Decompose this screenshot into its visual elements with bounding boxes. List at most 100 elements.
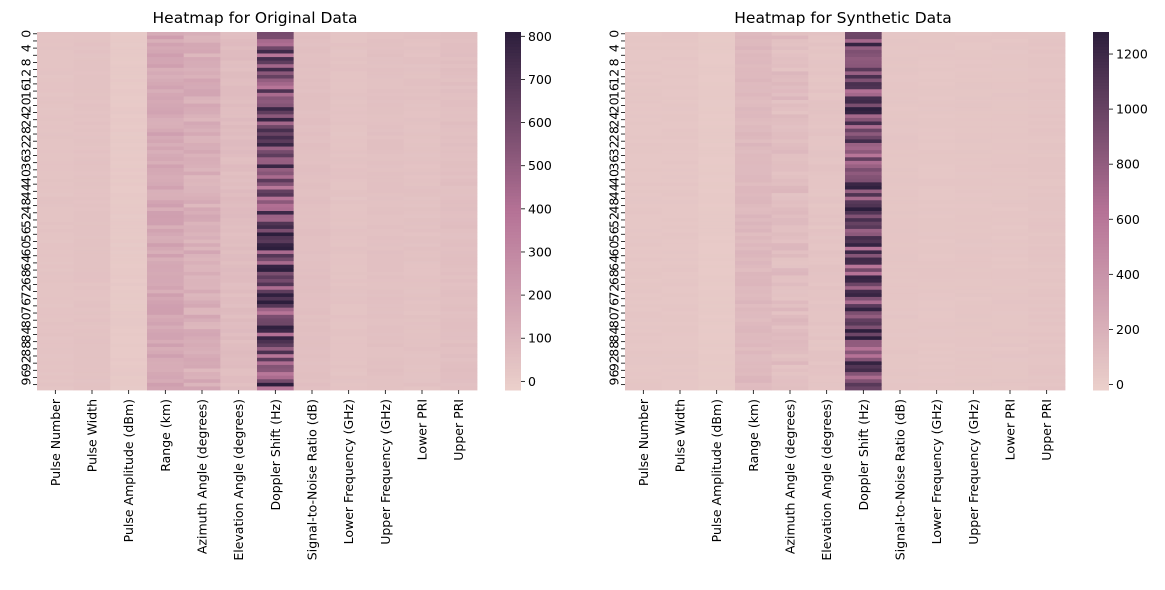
heatmap-cell: [330, 361, 368, 366]
heatmap-cell: [293, 85, 331, 90]
heatmap-cell: [330, 189, 368, 194]
heatmap-cell: [220, 100, 258, 104]
heatmap-cell: [367, 379, 405, 384]
heatmap-cell: [881, 332, 919, 337]
heatmap-cell: [330, 286, 368, 291]
heatmap-cell: [110, 92, 148, 97]
colorbar-step: [1093, 333, 1109, 337]
heatmap-cell: [440, 125, 478, 130]
colorbar-step: [505, 252, 521, 257]
colorbar-step: [1093, 106, 1109, 111]
colorbar-step: [1093, 213, 1109, 218]
heatmap-cell: [330, 182, 368, 187]
heatmap-cell: [625, 49, 663, 54]
heatmap-cell: [440, 211, 478, 215]
heatmap-cell: [367, 35, 405, 40]
heatmap-cell: [661, 121, 699, 126]
colorbar-step: [1093, 154, 1109, 158]
heatmap-cell: [918, 82, 956, 87]
heatmap-cell: [698, 64, 736, 69]
heatmap-cell: [845, 246, 883, 251]
heatmap-cell: [110, 64, 148, 69]
heatmap-cell: [147, 150, 185, 155]
colorbar-step: [1093, 225, 1109, 230]
heatmap-cell: [110, 171, 148, 176]
heatmap-cell: [257, 85, 295, 90]
heatmap-cell: [330, 64, 368, 69]
heatmap-cell: [110, 332, 148, 337]
heatmap-cell: [845, 250, 883, 255]
heatmap-cell: [881, 168, 919, 173]
heatmap-cell: [698, 96, 736, 101]
heatmap-cell: [37, 67, 75, 72]
heatmap-cell: [808, 132, 846, 137]
heatmap-cell: [991, 196, 1029, 201]
heatmap-cell: [918, 382, 956, 387]
heatmap-cell: [1028, 39, 1066, 44]
colorbar-step: [505, 258, 521, 263]
colorbar-tick-label: 0: [528, 374, 536, 389]
heatmap-cell: [367, 182, 405, 187]
colorbar-step: [1093, 351, 1109, 355]
heatmap-cell: [220, 196, 258, 201]
heatmap-cell: [367, 329, 405, 334]
heatmap-cell: [220, 132, 258, 137]
heatmap-cell: [661, 225, 699, 230]
heatmap-cell: [625, 53, 663, 58]
heatmap-cell: [845, 207, 883, 212]
heatmap-cell: [110, 132, 148, 137]
heatmap-cell: [257, 347, 295, 352]
heatmap-cell: [881, 153, 919, 158]
heatmap-cell: [881, 236, 919, 241]
heatmap-cell: [735, 339, 773, 344]
heatmap-cell: [183, 347, 221, 352]
heatmap-cell: [367, 132, 405, 137]
heatmap-cell: [735, 110, 773, 115]
heatmap-cell: [330, 67, 368, 72]
heatmap-cell: [293, 307, 331, 312]
heatmap-cell: [698, 372, 736, 377]
heatmap-cell: [661, 53, 699, 58]
heatmap-cell: [37, 164, 75, 169]
heatmap-cell: [991, 350, 1029, 355]
heatmap-cell: [330, 279, 368, 283]
heatmap-cell: [183, 168, 221, 173]
heatmap-cell: [991, 311, 1029, 316]
heatmap-cell: [625, 150, 663, 155]
heatmap-cell: [735, 329, 773, 334]
heatmap-cell: [403, 32, 441, 36]
colorbar-step: [505, 187, 521, 191]
heatmap-cell: [293, 103, 331, 108]
heatmap-cell: [403, 160, 441, 165]
heatmap-cell: [293, 53, 331, 58]
heatmap-cell: [808, 46, 846, 51]
heatmap-cell: [1028, 57, 1066, 62]
heatmap-cell: [220, 275, 258, 280]
colorbar-step: [505, 285, 521, 290]
heatmap-cell: [147, 57, 185, 62]
colorbar-step: [1093, 243, 1109, 248]
heatmap-cell: [220, 153, 258, 158]
y-tick-label: 84: [19, 327, 34, 343]
heatmap-cell: [808, 318, 846, 323]
heatmap-cell: [37, 289, 75, 294]
heatmap-cell: [845, 286, 883, 291]
heatmap-cell: [367, 74, 405, 79]
heatmap-cell: [110, 243, 148, 248]
heatmap-cell: [183, 207, 221, 212]
heatmap-cell: [735, 253, 773, 258]
heatmap-cell: [110, 85, 148, 90]
heatmap-cell: [771, 100, 809, 104]
colorbar-step: [505, 315, 521, 319]
colorbar-step: [505, 333, 521, 337]
heatmap-cell: [845, 100, 883, 104]
heatmap-cell: [330, 296, 368, 301]
heatmap-cell: [440, 225, 478, 230]
heatmap-cell: [845, 264, 883, 269]
colorbar-step: [1093, 190, 1109, 194]
heatmap-cell: [403, 114, 441, 119]
heatmap-cell: [771, 178, 809, 183]
heatmap-cell: [1028, 110, 1066, 115]
heatmap-cell: [257, 74, 295, 79]
heatmap-cell: [955, 304, 993, 309]
